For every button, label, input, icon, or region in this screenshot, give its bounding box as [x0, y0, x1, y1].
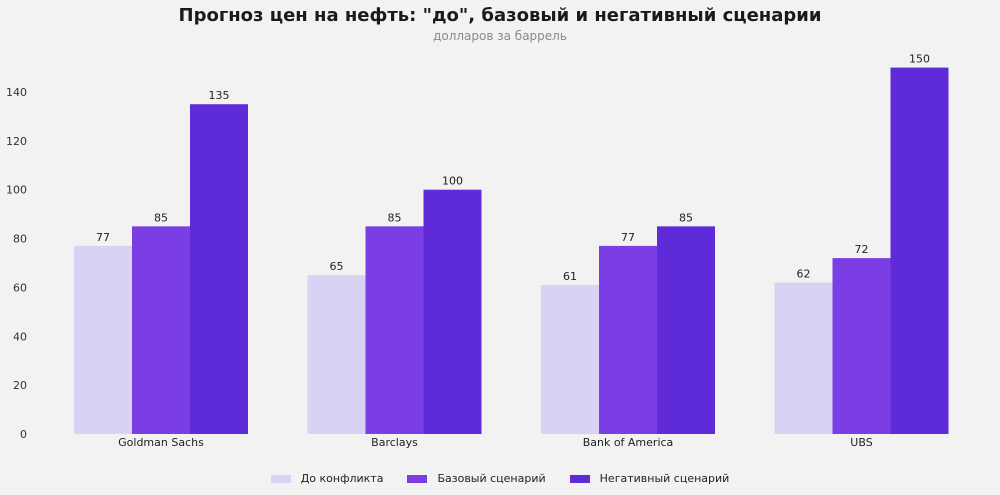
data-label: 135: [209, 89, 230, 102]
bar: [890, 67, 949, 435]
data-label: 77: [621, 231, 635, 244]
data-label: 85: [679, 211, 693, 224]
bar: [190, 104, 248, 434]
x-tick-label: UBS: [850, 436, 872, 449]
bar: [599, 245, 657, 434]
y-tick-label: 120: [6, 135, 27, 148]
data-label: 77: [96, 231, 110, 244]
y-tick-label: 40: [13, 330, 27, 343]
legend-item: Базовый сценарий: [407, 472, 546, 485]
bar: [657, 226, 715, 434]
y-tick-label: 20: [13, 379, 27, 392]
y-tick-label: 100: [6, 184, 27, 197]
legend-swatch: [407, 474, 428, 483]
bar: [74, 245, 132, 434]
bar: [774, 282, 833, 434]
x-tick-label: Barclays: [371, 436, 418, 449]
data-label: 61: [563, 270, 577, 283]
y-tick-label: 80: [13, 233, 27, 246]
legend-label: До конфликта: [300, 472, 384, 485]
chart-subtitle: долларов за баррель: [433, 29, 567, 43]
chart-title: Прогноз цен на нефть: "до", базовый и не…: [178, 5, 822, 26]
data-label: 150: [909, 53, 930, 66]
data-label: 85: [154, 211, 168, 224]
data-label: 65: [330, 260, 344, 273]
bar: [132, 226, 190, 434]
bar: [307, 275, 366, 434]
legend-label: Базовый сценарий: [437, 472, 546, 485]
y-tick-label: 140: [6, 86, 27, 99]
bar: [541, 284, 599, 434]
legend-swatch: [270, 474, 291, 483]
legend-item: Негативный сценарий: [569, 472, 730, 485]
data-label: 85: [388, 211, 402, 224]
legend: До конфликта Базовый сценарий Негативный с…: [0, 472, 1000, 485]
data-label: 100: [442, 175, 463, 188]
bar: [832, 258, 891, 434]
bar: [365, 226, 424, 434]
legend-item: До конфликта: [270, 472, 384, 485]
legend-swatch: [569, 474, 590, 483]
data-label: 72: [855, 243, 869, 256]
x-tick-label: Goldman Sachs: [118, 436, 204, 449]
data-label: 62: [797, 268, 811, 281]
y-tick-label: 60: [13, 281, 27, 294]
y-tick-label: 0: [20, 428, 27, 441]
legend-label: Негативный сценарий: [599, 472, 730, 485]
x-tick-label: Bank of America: [583, 436, 674, 449]
bar: [423, 189, 482, 434]
